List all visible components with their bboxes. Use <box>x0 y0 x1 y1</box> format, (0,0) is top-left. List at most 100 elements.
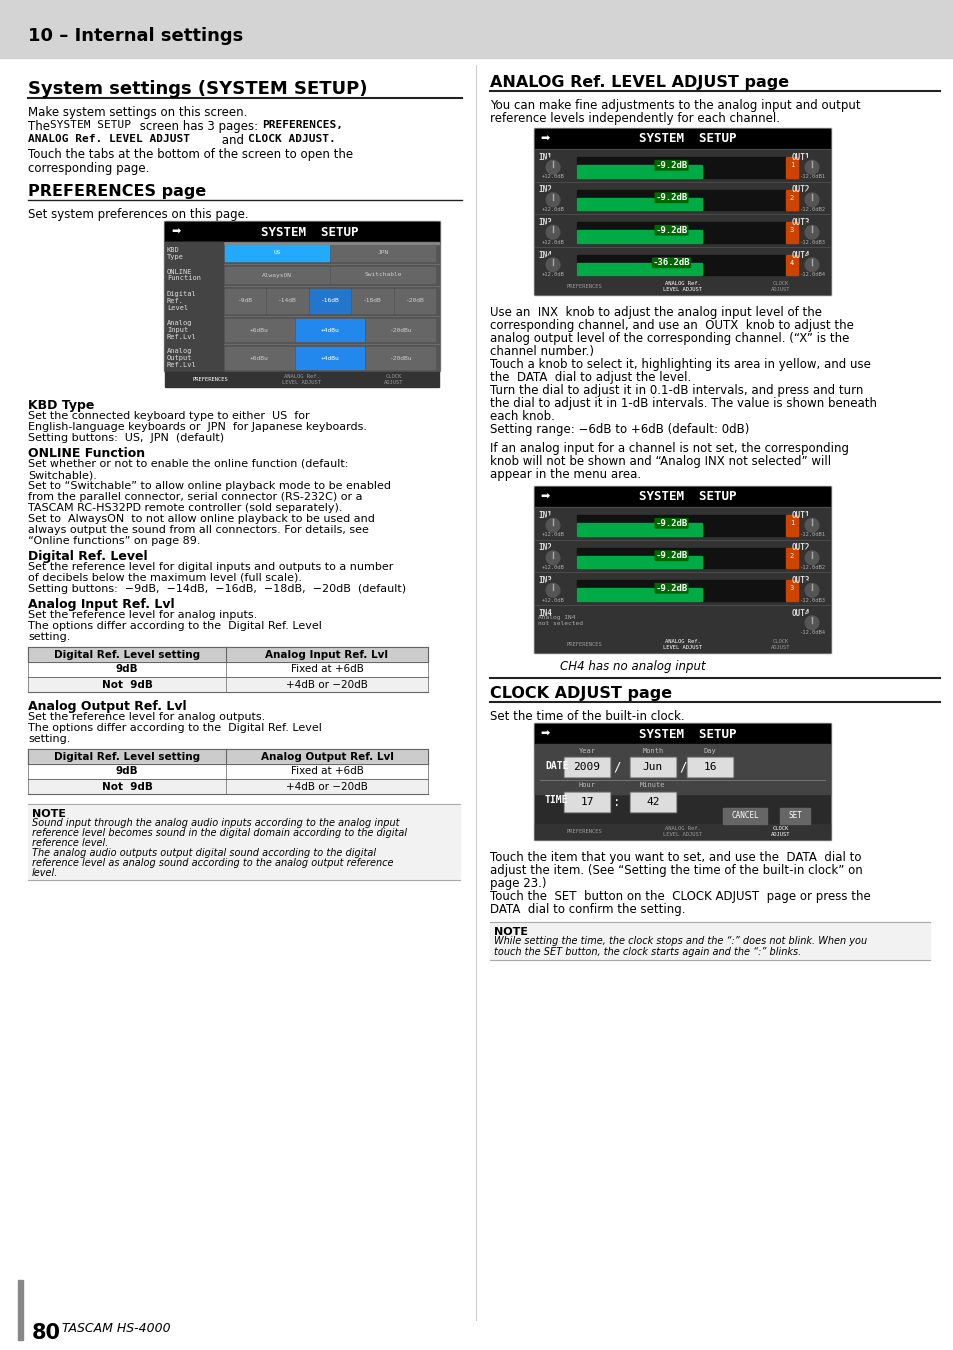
Bar <box>18 1280 23 1341</box>
Circle shape <box>542 223 562 242</box>
Text: IN3: IN3 <box>537 217 551 227</box>
Text: PREFERENCES: PREFERENCES <box>566 643 601 647</box>
Bar <box>577 221 785 243</box>
Circle shape <box>804 225 818 239</box>
Circle shape <box>542 255 562 274</box>
Circle shape <box>801 548 821 567</box>
Text: CLOCK
ADJUST: CLOCK ADJUST <box>770 639 790 649</box>
Text: TIME: TIME <box>544 795 568 805</box>
Circle shape <box>801 613 821 633</box>
Text: 2: 2 <box>789 194 793 201</box>
Bar <box>785 221 797 243</box>
Text: Switchable: Switchable <box>364 273 401 278</box>
Bar <box>577 580 785 601</box>
Text: ANALOG Ref.
LEVEL ADJUST: ANALOG Ref. LEVEL ADJUST <box>282 374 321 385</box>
Text: Touch the  SET  button on the  CLOCK ADJUST  page or press the: Touch the SET button on the CLOCK ADJUST… <box>490 890 870 903</box>
Text: NOTE: NOTE <box>494 927 527 937</box>
Text: While setting the time, the clock stops and the “:” does not blink. When you: While setting the time, the clock stops … <box>494 936 866 946</box>
Text: Not  9dB: Not 9dB <box>101 782 152 791</box>
Text: -12.0dB2: -12.0dB2 <box>799 566 824 570</box>
Text: Touch the item that you want to set, and use the  DATA  dial to: Touch the item that you want to set, and… <box>490 850 861 864</box>
Text: Digital Ref. Level setting: Digital Ref. Level setting <box>54 649 200 660</box>
Bar <box>164 221 439 371</box>
Text: Set system preferences on this page.: Set system preferences on this page. <box>28 208 249 221</box>
Bar <box>225 347 294 369</box>
Text: Set to “Switchable” to allow online playback mode to be enabled: Set to “Switchable” to allow online play… <box>28 481 391 491</box>
Text: DATA  dial to confirm the setting.: DATA dial to confirm the setting. <box>490 903 685 917</box>
Text: -9.2dB: -9.2dB <box>655 583 687 593</box>
Text: Use an  INX  knob to adjust the analog input level of the: Use an INX knob to adjust the analog inp… <box>490 306 821 319</box>
Circle shape <box>804 616 818 629</box>
Bar <box>226 676 428 693</box>
Text: 2: 2 <box>789 552 793 559</box>
Bar <box>28 662 226 676</box>
Bar <box>577 524 701 536</box>
Text: If an analog input for a channel is not set, the corresponding: If an analog input for a channel is not … <box>490 441 848 455</box>
Text: IN2: IN2 <box>537 185 551 194</box>
Text: SYSTEM  SETUP: SYSTEM SETUP <box>639 728 736 741</box>
Bar <box>780 809 809 824</box>
Text: page 23.): page 23.) <box>490 878 546 890</box>
Text: each knob.: each knob. <box>490 410 555 423</box>
Text: Jun: Jun <box>642 761 662 772</box>
Bar <box>564 792 608 811</box>
Text: 1: 1 <box>789 162 793 169</box>
Text: touch the SET button, the clock starts again and the “:” blinks.: touch the SET button, the clock starts a… <box>494 946 801 957</box>
Text: KBD
Type: KBD Type <box>167 247 184 259</box>
Bar <box>310 289 350 313</box>
Text: setting.: setting. <box>28 734 71 744</box>
Bar <box>165 265 438 286</box>
Text: the  DATA  dial to adjust the level.: the DATA dial to adjust the level. <box>490 371 691 383</box>
Bar <box>366 347 435 369</box>
Text: TASCAM RC-HS32PD remote controller (sold separately).: TASCAM RC-HS32PD remote controller (sold… <box>28 504 342 513</box>
Text: Day: Day <box>703 748 716 755</box>
Text: ANALOG Ref.
LEVEL ADJUST: ANALOG Ref. LEVEL ADJUST <box>662 281 701 292</box>
Circle shape <box>801 158 821 177</box>
Text: +12.0dB: +12.0dB <box>541 207 564 212</box>
Text: IN4: IN4 <box>537 609 551 617</box>
Text: 1: 1 <box>789 520 793 526</box>
Text: +4dB or −20dB: +4dB or −20dB <box>286 679 368 690</box>
Bar <box>535 724 829 838</box>
Text: ANALOG Ref. LEVEL ADJUST: ANALOG Ref. LEVEL ADJUST <box>28 134 190 144</box>
Text: appear in the menu area.: appear in the menu area. <box>490 468 640 481</box>
Bar <box>686 757 732 778</box>
Text: +4dBu: +4dBu <box>320 355 339 360</box>
Bar <box>785 548 797 568</box>
Bar <box>366 319 435 342</box>
Text: +12.0dB: +12.0dB <box>541 271 564 277</box>
Text: of decibels below the maximum level (full scale).: of decibels below the maximum level (ful… <box>28 572 302 583</box>
Text: CLOCK
ADJUST: CLOCK ADJUST <box>770 281 790 292</box>
Text: -12.0dB4: -12.0dB4 <box>799 271 824 277</box>
Text: Digital
Ref.
Level: Digital Ref. Level <box>167 292 196 311</box>
Bar <box>165 373 438 387</box>
Text: -9.2dB: -9.2dB <box>655 193 687 202</box>
Text: Turn the dial to adjust it in 0.1-dB intervals, and press and turn: Turn the dial to adjust it in 0.1-dB int… <box>490 383 862 397</box>
Text: PREFERENCES,: PREFERENCES, <box>262 120 343 130</box>
Text: SET: SET <box>787 811 801 821</box>
Circle shape <box>801 223 821 242</box>
Text: CLOCK ADJUST page: CLOCK ADJUST page <box>490 686 672 701</box>
Bar <box>629 757 676 778</box>
Text: OUT3: OUT3 <box>791 217 810 227</box>
Bar <box>535 130 829 148</box>
Text: IN1: IN1 <box>537 153 551 162</box>
Text: screen has 3 pages:: screen has 3 pages: <box>136 120 262 134</box>
Bar <box>563 792 609 811</box>
Bar <box>630 757 675 776</box>
Text: -20dBu: -20dBu <box>389 328 412 332</box>
Circle shape <box>801 255 821 274</box>
Bar <box>165 242 438 265</box>
Circle shape <box>542 548 562 567</box>
Text: OUT1: OUT1 <box>791 153 810 162</box>
Text: -12.0dB3: -12.0dB3 <box>799 239 824 244</box>
Text: You can make fine adjustments to the analog input and output: You can make fine adjustments to the ana… <box>490 99 860 112</box>
Text: Touch a knob to select it, highlighting its area in yellow, and use: Touch a knob to select it, highlighting … <box>490 358 870 371</box>
Text: English-language keyboards or  JPN  for Japanese keyboards.: English-language keyboards or JPN for Ja… <box>28 423 367 432</box>
Text: PREFERENCES page: PREFERENCES page <box>28 184 206 198</box>
Text: +6dBu: +6dBu <box>250 355 269 360</box>
Bar <box>490 922 929 960</box>
Bar <box>535 487 829 652</box>
Bar <box>165 265 223 286</box>
Text: +6dBu: +6dBu <box>250 328 269 332</box>
